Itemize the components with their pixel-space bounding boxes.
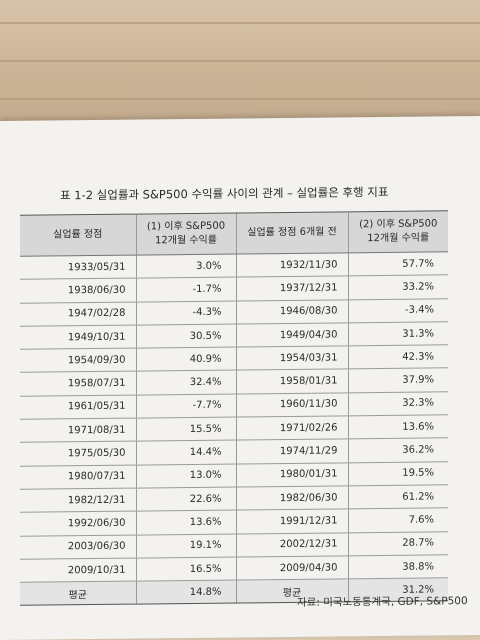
table-cell: 13.6% [136, 510, 236, 535]
wooden-floor-background [0, 0, 480, 125]
table-cell: 2009/04/30 [236, 555, 348, 581]
table-cell: 7.6% [348, 508, 448, 533]
average-cell: 14.8% [136, 580, 236, 605]
table-cell: 1982/06/30 [236, 485, 348, 511]
table-cell: 1980/07/31 [20, 464, 136, 490]
table-cell: 1958/01/31 [236, 369, 348, 394]
table-cell: 13.0% [136, 463, 236, 489]
table-cell: 14.4% [136, 440, 236, 465]
table-title: 표 1-2 실업률과 S&P500 수익률 사이의 관계 – 실업률은 후행 지… [60, 184, 389, 203]
unemployment-sp500-table: 실업률 정점 (1) 이후 S&P500 12개월 수익률 실업률 정점 6개월 전(… [20, 210, 448, 606]
table-cell: 1958/07/31 [20, 371, 136, 397]
table-cell: 1971/02/26 [236, 415, 348, 441]
table-cell: 1949/04/30 [236, 322, 348, 348]
table-cell: 13.6% [348, 414, 448, 440]
table-cell: 36.2% [348, 438, 448, 463]
table-cell: 1974/11/29 [236, 439, 348, 464]
table-cell: -4.3% [136, 300, 236, 325]
table-cell: 28.7% [348, 531, 448, 556]
table-cell: -7.7% [136, 393, 236, 419]
source-note: 자료: 미국노동통계국, GDF, S&P500 [297, 595, 468, 609]
table-cell: 37.9% [348, 368, 448, 393]
table-cell: 1961/05/31 [20, 394, 136, 420]
table-cell: 1947/02/28 [20, 301, 136, 327]
table-cell: 1975/05/30 [20, 441, 136, 466]
table-cell: 19.1% [136, 533, 236, 558]
table-cell: 40.9% [136, 347, 236, 372]
table-cell: 57.7% [348, 251, 448, 277]
table-cell: 1992/06/30 [20, 511, 136, 536]
table-cell: 2002/12/31 [236, 532, 348, 557]
table-cell: 16.5% [136, 556, 236, 582]
table-cell: 1954/09/30 [20, 348, 136, 373]
table-cell: 61.2% [348, 484, 448, 510]
table-cell: 1980/01/31 [236, 462, 348, 487]
table-cell: 2003/06/30 [20, 534, 136, 560]
column-header: (1) 이후 S&P500 12개월 수익률 [136, 213, 236, 256]
column-header: (2) 이후 S&P500 12개월 수익률 [348, 210, 448, 253]
table-header-row: 실업률 정점 (1) 이후 S&P500 12개월 수익률 실업률 정점 6개월 전(… [20, 210, 448, 257]
table-cell: -1.7% [136, 277, 236, 302]
table-cell: 15.5% [136, 417, 236, 442]
table-container: 실업률 정점 (1) 이후 S&P500 12개월 수익률 실업률 정점 6개월 전(… [20, 210, 448, 606]
table-cell: 42.3% [348, 344, 448, 370]
table-cell: 1991/12/31 [236, 509, 348, 534]
book-page: 표 1-2 실업률과 S&P500 수익률 사이의 관계 – 실업률은 후행 지… [0, 115, 480, 640]
table-cell: 1982/12/31 [20, 488, 136, 513]
table-cell: 1938/06/30 [20, 278, 136, 303]
table-cell: 22.6% [136, 486, 236, 512]
table-cell: 1932/11/30 [236, 252, 348, 278]
table-cell: 1960/11/30 [236, 392, 348, 418]
table-cell: 2009/10/31 [20, 557, 136, 583]
table-cell: 1946/08/30 [236, 299, 348, 324]
table-cell: 33.2% [348, 275, 448, 300]
table-body: 1933/05/31 3.0% 1932/11/30 57.7% 1938/06/30-… [20, 251, 448, 606]
table-cell: 1937/12/31 [236, 276, 348, 301]
table-cell: 38.8% [348, 554, 448, 580]
table-cell: 31.3% [348, 321, 448, 347]
table-cell: -3.4% [348, 298, 448, 323]
table-cell: 3.0% [136, 254, 236, 279]
table-cell: 30.5% [136, 323, 236, 349]
table-cell: 1971/08/31 [20, 418, 136, 443]
average-cell: 평균 [20, 581, 136, 606]
table-cell: 19.5% [348, 461, 448, 486]
column-header: 실업률 정점 6개월 전 [236, 211, 348, 255]
table-cell: 32.4% [136, 370, 236, 395]
table-cell: 1933/05/31 [20, 255, 136, 280]
table-cell: 1954/03/31 [236, 346, 348, 371]
table-cell: 1949/10/31 [20, 324, 136, 350]
table-cell: 32.3% [348, 391, 448, 416]
column-header: 실업률 정점 [20, 214, 136, 257]
